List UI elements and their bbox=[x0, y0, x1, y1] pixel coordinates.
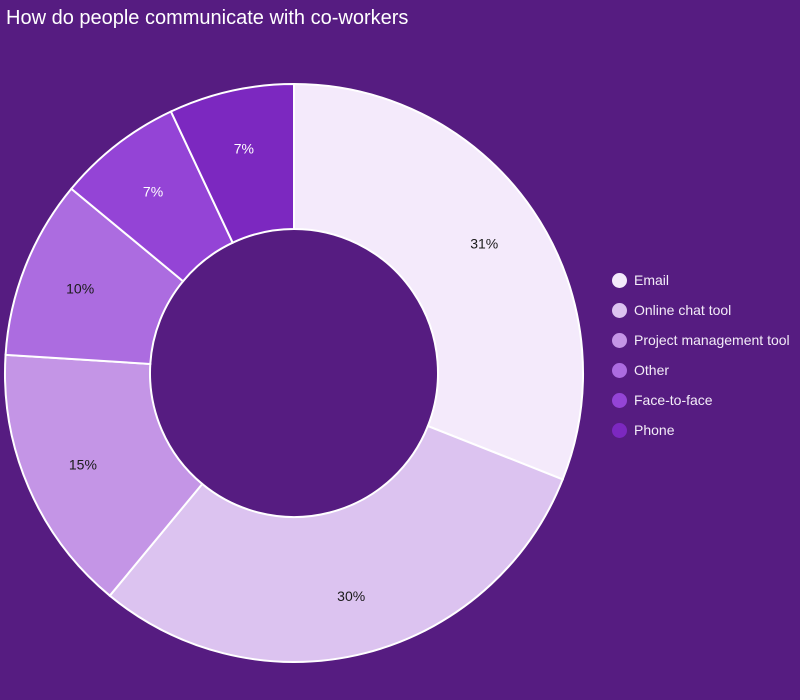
legend-item-face-to-face[interactable]: Face-to-face bbox=[612, 385, 790, 415]
legend-swatch-icon bbox=[612, 332, 627, 348]
legend-swatch-icon bbox=[612, 422, 627, 438]
legend-item-online-chat-tool[interactable]: Online chat tool bbox=[612, 295, 790, 325]
data-label-other: 10% bbox=[66, 280, 94, 296]
legend-item-project-management-tool[interactable]: Project management tool bbox=[612, 325, 790, 355]
legend-label: Email bbox=[634, 272, 670, 288]
data-label-project-management-tool: 15% bbox=[69, 456, 97, 472]
data-label-email: 31% bbox=[470, 236, 498, 252]
legend-swatch-icon bbox=[612, 392, 627, 408]
legend-swatch-icon bbox=[612, 362, 627, 378]
legend-label: Other bbox=[634, 362, 670, 378]
legend-item-other[interactable]: Other bbox=[612, 355, 790, 385]
data-label-face-to-face: 7% bbox=[143, 183, 163, 199]
legend-label: Face-to-face bbox=[634, 392, 713, 408]
legend-item-phone[interactable]: Phone bbox=[612, 415, 790, 445]
chart-legend: Email Online chat tool Project management … bbox=[612, 265, 790, 445]
data-label-phone: 7% bbox=[234, 141, 254, 157]
slice-project-management-tool bbox=[4, 353, 204, 598]
data-label-online-chat-tool: 30% bbox=[337, 588, 365, 604]
slice-phone bbox=[169, 82, 295, 245]
legend-label: Online chat tool bbox=[634, 302, 732, 318]
legend-label: Phone bbox=[634, 422, 675, 438]
slice-online-chat-tool bbox=[108, 424, 565, 663]
slice-email bbox=[293, 82, 584, 481]
legend-item-email[interactable]: Email bbox=[612, 265, 790, 295]
legend-swatch-icon bbox=[612, 302, 627, 318]
chart-title: How do people communicate with co-worker… bbox=[6, 7, 409, 29]
legend-swatch-icon bbox=[612, 272, 627, 288]
legend-label: Project management tool bbox=[634, 332, 790, 348]
